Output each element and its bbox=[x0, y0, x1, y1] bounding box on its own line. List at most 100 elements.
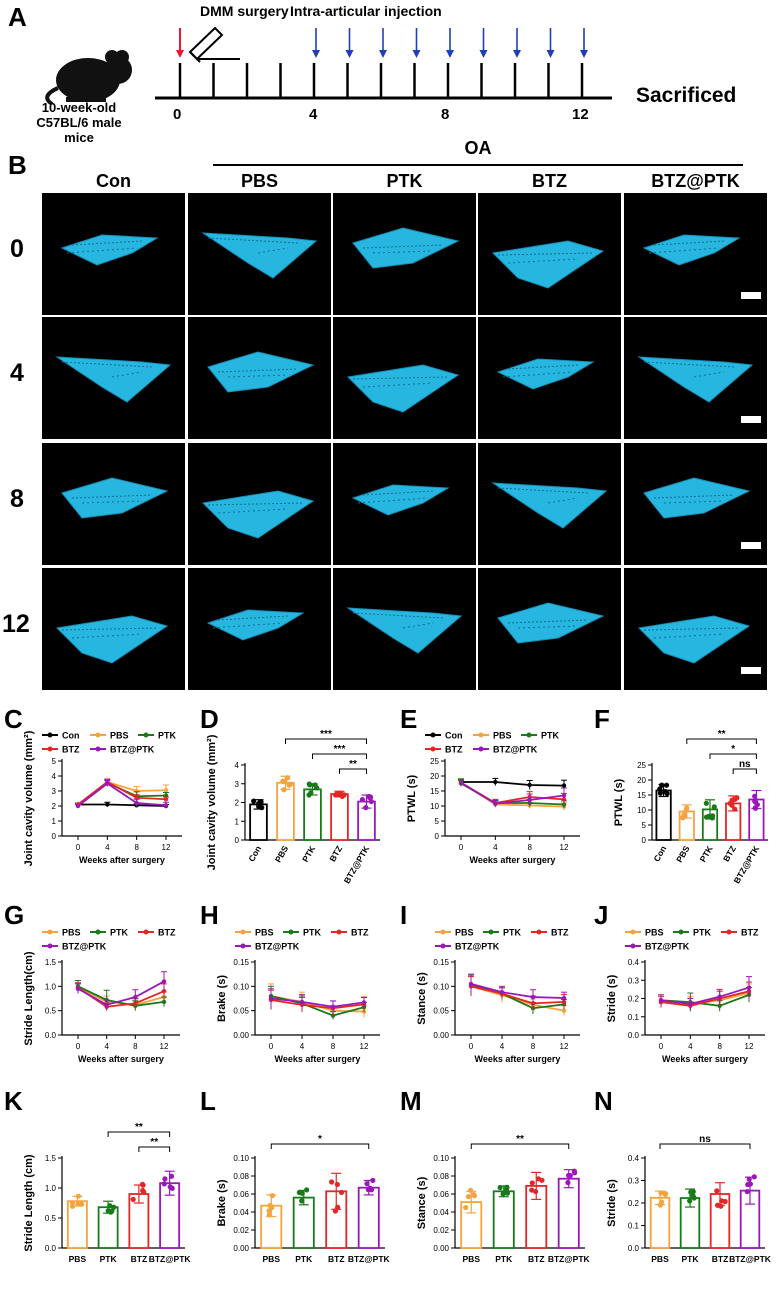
y-tick-label: 5 bbox=[435, 817, 440, 826]
significance-label: ns bbox=[739, 759, 751, 770]
data-point bbox=[109, 1208, 115, 1214]
data-point bbox=[539, 1177, 545, 1183]
legend-item: BTZ@PTK bbox=[90, 745, 155, 755]
y-tick-label: 4 bbox=[235, 761, 240, 770]
data-point bbox=[299, 999, 305, 1005]
data-point bbox=[471, 1191, 477, 1198]
data-point bbox=[267, 1202, 273, 1209]
data-point bbox=[662, 1191, 669, 1198]
legend-item: BTZ@PTK bbox=[435, 942, 500, 952]
bar bbox=[492, 1190, 515, 1249]
data-point bbox=[527, 782, 532, 788]
y-tick-label: 25 bbox=[430, 757, 439, 766]
bone-image-con-week-12 bbox=[42, 568, 185, 690]
x-tick-label: 12 bbox=[560, 1042, 569, 1051]
data-point bbox=[751, 1174, 757, 1180]
data-point bbox=[729, 797, 735, 803]
legend-label: PTK bbox=[693, 928, 712, 938]
data-point bbox=[75, 803, 81, 809]
legend-label: BTZ bbox=[351, 928, 369, 938]
bone-image-pbs-week-8 bbox=[188, 443, 331, 565]
x-tick-label: 0 bbox=[76, 1042, 81, 1051]
series-line bbox=[460, 781, 565, 805]
x-tick-label: PTK bbox=[495, 1254, 513, 1264]
bar-ptk bbox=[701, 799, 719, 841]
data-point bbox=[529, 1187, 535, 1193]
bar bbox=[557, 1177, 580, 1249]
bone-image-con-week-8 bbox=[42, 443, 185, 565]
data-point bbox=[561, 783, 567, 788]
legend-label: BTZ bbox=[445, 745, 463, 755]
series-line bbox=[660, 994, 750, 1007]
x-tick-label: 8 bbox=[717, 1042, 722, 1051]
sacrificed-label: Sacrificed bbox=[636, 84, 737, 107]
y-tick-label: 0.00 bbox=[233, 1031, 249, 1040]
x-tick-label: 4 bbox=[105, 843, 110, 852]
y-axis-label: PTWL (s) bbox=[613, 778, 625, 826]
y-tick-label: 3 bbox=[52, 787, 57, 796]
bar-btz bbox=[325, 1172, 348, 1249]
y-axis-label: Stance (s) bbox=[416, 1176, 428, 1229]
data-point bbox=[359, 796, 365, 803]
data-point bbox=[465, 1194, 472, 1200]
y-axis-label: Stride (s) bbox=[606, 1179, 618, 1227]
data-point bbox=[161, 999, 167, 1005]
y-tick-label: 1 bbox=[235, 817, 240, 826]
x-axis-label: Weeks after surgery bbox=[79, 855, 165, 865]
data-point bbox=[169, 1185, 175, 1191]
data-point bbox=[463, 1204, 469, 1211]
data-point bbox=[161, 1181, 167, 1187]
bar bbox=[655, 789, 672, 841]
data-point bbox=[134, 800, 139, 806]
x-tick-label: 8 bbox=[527, 843, 532, 852]
significance-bracket: ** bbox=[339, 759, 367, 774]
legend-label: BTZ bbox=[158, 928, 176, 938]
y-axis-label: Stride Length (cm) bbox=[23, 1154, 35, 1252]
bar-pbs bbox=[649, 1190, 671, 1249]
week-label-12: 12 bbox=[2, 610, 30, 638]
y-tick-label: 0.02 bbox=[433, 1226, 449, 1235]
significance-bracket: ns bbox=[732, 759, 757, 774]
x-tick-label: PTK bbox=[295, 1254, 313, 1264]
x-tick-label: BTZ bbox=[327, 844, 344, 863]
x-tick-label: 8 bbox=[331, 1042, 336, 1051]
data-point bbox=[688, 1189, 694, 1195]
injection-arrow bbox=[546, 28, 555, 58]
data-point bbox=[468, 1187, 474, 1193]
bar-con bbox=[655, 782, 672, 841]
tick-label-12: 12 bbox=[572, 106, 589, 123]
legend-label: BTZ@PTK bbox=[645, 942, 690, 952]
bone-image-btz@ptk-week-0 bbox=[624, 193, 767, 315]
legend-label: Con bbox=[445, 731, 463, 741]
data-point bbox=[314, 785, 320, 791]
legend-label: PBS bbox=[255, 928, 274, 938]
data-point bbox=[280, 778, 286, 784]
tick-label-4: 4 bbox=[309, 106, 318, 123]
y-tick-label: 1.5 bbox=[45, 1154, 57, 1163]
significance-bracket: *** bbox=[285, 729, 367, 744]
y-tick-label: 0 bbox=[235, 836, 240, 845]
panel-letter-g: G bbox=[4, 900, 25, 930]
data-point bbox=[75, 1201, 81, 1207]
bone-image-pbs-week-4 bbox=[188, 317, 331, 439]
data-point bbox=[370, 1177, 376, 1183]
injection-label: Intra-articular injection bbox=[290, 3, 442, 19]
bar bbox=[330, 793, 349, 841]
data-point bbox=[363, 805, 369, 811]
significance-label: ** bbox=[135, 1122, 143, 1133]
data-point bbox=[365, 1187, 371, 1193]
data-point bbox=[565, 1172, 572, 1179]
x-axis-label: Weeks after surgery bbox=[470, 855, 556, 865]
bar-btz bbox=[709, 1182, 731, 1249]
data-point bbox=[334, 1181, 340, 1188]
y-tick-label: 25 bbox=[637, 761, 646, 770]
injection-arrow bbox=[580, 28, 588, 58]
legend-label: PBS bbox=[493, 731, 512, 741]
data-point bbox=[663, 782, 670, 788]
significance-bracket: *** bbox=[312, 744, 367, 759]
significance-bracket: ** bbox=[470, 1134, 570, 1149]
x-tick-label: BTZ@PTK bbox=[149, 1254, 192, 1264]
y-tick-label: 5 bbox=[52, 757, 57, 766]
data-point bbox=[163, 797, 169, 802]
legend-label: PTK bbox=[110, 928, 129, 938]
